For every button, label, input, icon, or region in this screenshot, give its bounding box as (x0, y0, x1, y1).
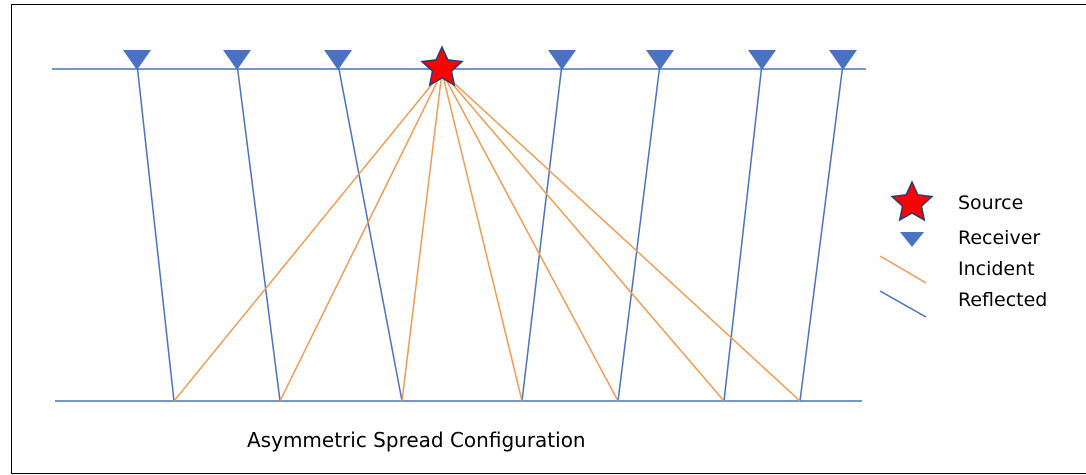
receiver-icon (829, 50, 857, 70)
legend-incident-label: Incident (958, 258, 1035, 280)
reflected-ray (617, 63, 661, 402)
incident-ray (441, 71, 523, 402)
receiver-icon (123, 50, 151, 70)
reflected-ray (136, 63, 175, 402)
legend-source-star-icon (890, 180, 934, 222)
reflected-ray (521, 63, 563, 402)
receiver-icon (646, 50, 674, 70)
incident-ray (441, 71, 725, 402)
incident-ray (401, 71, 443, 402)
diagram-frame (11, 4, 1086, 474)
receiver-icon (548, 50, 576, 70)
reflected-ray (799, 63, 844, 402)
legend-source-label: Source (958, 192, 1023, 214)
legend-receiver-label: Receiver (958, 227, 1040, 249)
incident-rays (173, 71, 801, 402)
incident-ray (441, 71, 801, 402)
incident-ray (173, 71, 443, 402)
reflected-rays (136, 63, 844, 402)
receiver-icon (324, 50, 352, 70)
legend-reflected-line-icon (879, 290, 927, 318)
legend-reflected-label: Reflected (958, 289, 1047, 311)
legend-receiver-icon (900, 232, 924, 247)
diagram-caption: Asymmetric Spread Configuration (247, 428, 586, 452)
incident-ray (279, 71, 443, 402)
reflected-ray (723, 63, 763, 402)
receiver-icon (748, 50, 776, 70)
source-star-icon (420, 45, 464, 87)
incident-ray (441, 71, 619, 402)
reflected-ray (236, 63, 281, 402)
legend: Source Receiver Incident Reflected (879, 180, 1047, 318)
reflected-ray (337, 63, 403, 402)
legend-incident-line-icon (879, 255, 927, 284)
receivers (123, 50, 857, 70)
receiver-icon (223, 50, 251, 70)
